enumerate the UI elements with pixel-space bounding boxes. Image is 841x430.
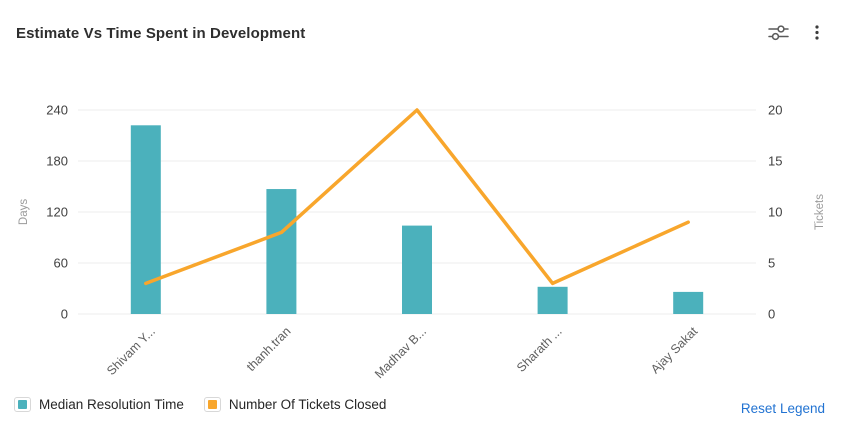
chart-settings-button[interactable] [766, 22, 791, 43]
header-actions [766, 22, 827, 43]
svg-text:Tickets: Tickets [814, 194, 826, 230]
svg-text:60: 60 [54, 256, 68, 271]
svg-text:Sharath ...: Sharath ... [514, 324, 565, 375]
chart-header: Estimate Vs Time Spent in Development [0, 0, 841, 52]
svg-text:0: 0 [61, 307, 68, 322]
svg-text:Ajay Sakat: Ajay Sakat [648, 324, 701, 377]
svg-text:5: 5 [768, 256, 775, 271]
reset-legend-link[interactable]: Reset Legend [740, 401, 825, 416]
chart-legend: Median Resolution Time Number Of Tickets… [14, 397, 386, 412]
legend-label: Median Resolution Time [39, 397, 184, 412]
sliders-icon [768, 25, 789, 41]
svg-text:Days: Days [18, 199, 30, 225]
svg-text:240: 240 [46, 103, 68, 118]
svg-text:0: 0 [768, 307, 775, 322]
kebab-menu-icon [815, 25, 819, 40]
svg-text:thanh.tran: thanh.tran [244, 324, 294, 374]
svg-text:10: 10 [768, 205, 782, 220]
svg-text:15: 15 [768, 154, 782, 169]
svg-text:Shivam Y...: Shivam Y... [104, 324, 158, 378]
legend-label: Number Of Tickets Closed [228, 397, 387, 412]
chart-title: Estimate Vs Time Spent in Development [16, 25, 306, 42]
svg-text:Madhav B...: Madhav B... [372, 324, 429, 381]
legend-item-median-resolution-time[interactable]: Median Resolution Time [14, 397, 184, 412]
svg-text:20: 20 [768, 103, 782, 118]
legend-marker-bar [14, 397, 31, 412]
legend-marker-line [203, 397, 221, 412]
more-options-button[interactable] [807, 22, 827, 43]
legend-item-number-of-tickets-closed[interactable]: Number Of Tickets Closed [203, 397, 387, 412]
combo-chart: 0 60 120 180 240 0 5 10 15 20 Days Tickets Shivam Y.… [18, 103, 826, 382]
svg-text:180: 180 [46, 154, 68, 169]
svg-text:120: 120 [46, 205, 68, 220]
